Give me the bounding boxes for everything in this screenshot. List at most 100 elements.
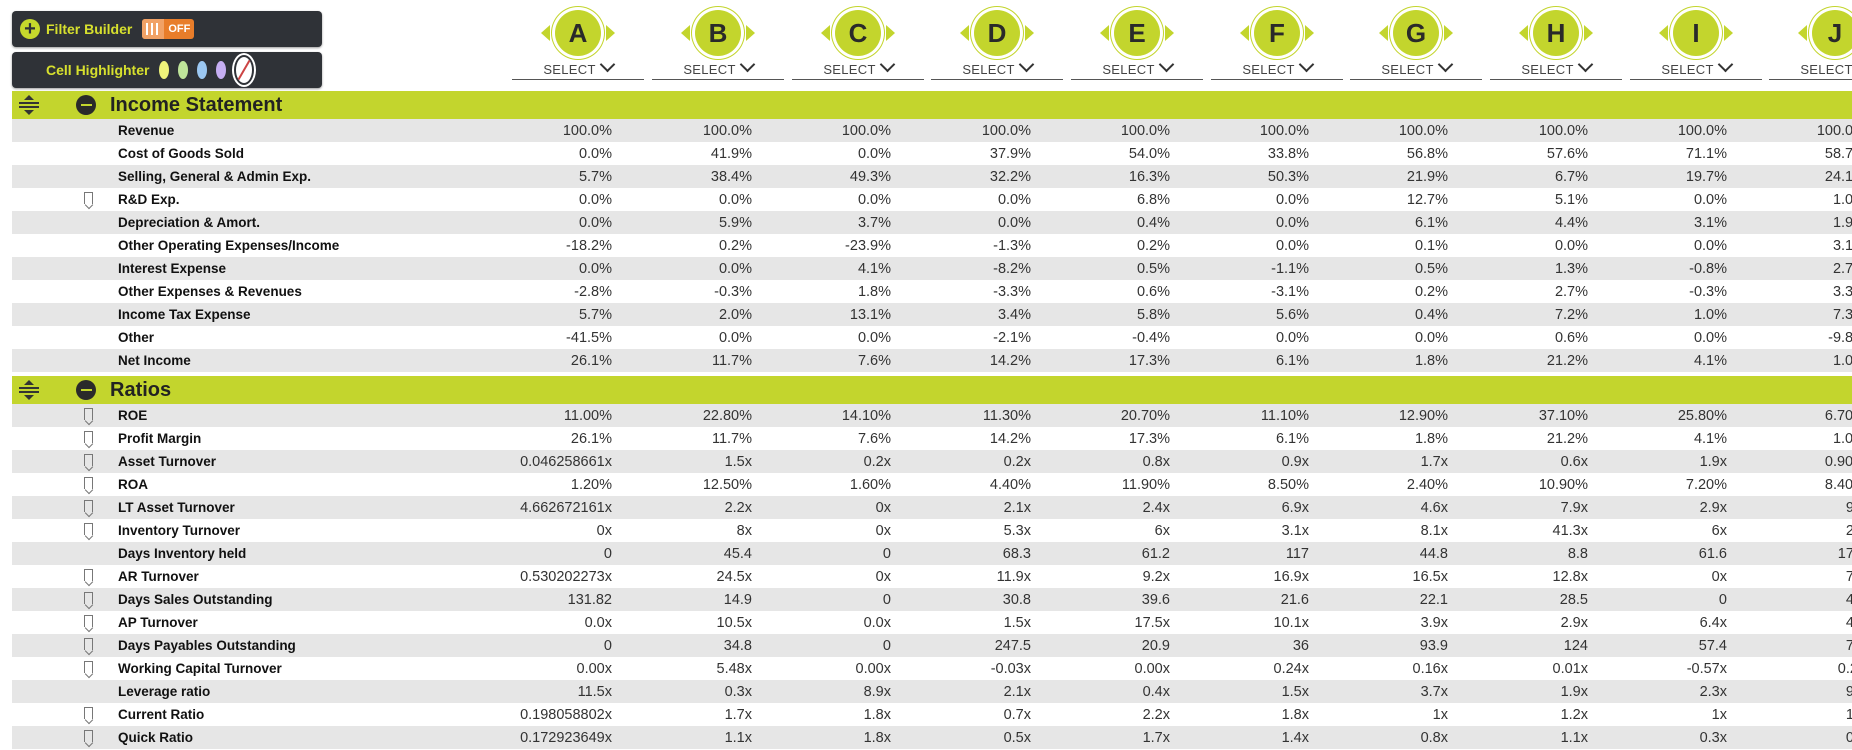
move-left-icon[interactable] <box>960 25 969 41</box>
table-cell[interactable]: 0 <box>882 545 891 562</box>
filter-builder-label[interactable]: Filter Builder <box>46 21 133 37</box>
column-badge[interactable]: H <box>1519 10 1593 56</box>
table-cell[interactable]: 2.7% <box>1832 260 1852 277</box>
table-cell[interactable]: 0.4x <box>1142 683 1170 700</box>
bookmark-icon[interactable] <box>84 523 93 535</box>
table-cell[interactable]: 24.1% <box>1824 168 1852 185</box>
table-cell[interactable]: 2.0% <box>718 306 752 323</box>
table-cell[interactable]: 4.1% <box>1693 352 1727 369</box>
table-cell[interactable]: 0.0% <box>578 260 612 277</box>
table-cell[interactable]: 0.0% <box>1275 329 1309 346</box>
table-cell[interactable]: -0.57x <box>1686 660 1727 677</box>
table-cell[interactable]: 1.8% <box>857 283 891 300</box>
table-cell[interactable]: 0.0% <box>997 191 1031 208</box>
table-cell[interactable]: 0.0% <box>578 214 612 231</box>
bookmark-icon[interactable] <box>84 615 93 627</box>
table-cell[interactable]: 11.00% <box>563 407 612 424</box>
move-left-icon[interactable] <box>1659 25 1668 41</box>
table-cell[interactable]: 0.0% <box>1275 191 1309 208</box>
column-badge[interactable]: D <box>960 10 1034 56</box>
table-cell[interactable]: 100.0% <box>702 122 752 139</box>
table-cell[interactable]: 0 <box>882 637 891 654</box>
bookmark-icon[interactable] <box>84 730 93 742</box>
table-cell[interactable]: 131.82 <box>567 591 612 608</box>
table-cell[interactable]: 1.60% <box>849 476 891 493</box>
table-cell[interactable]: -41.5% <box>566 329 612 346</box>
table-cell[interactable]: 0.0x <box>584 614 612 631</box>
table-cell[interactable]: 0.0x <box>863 614 891 631</box>
table-cell[interactable]: 0.9x <box>1281 453 1309 470</box>
table-cell[interactable]: -23.9% <box>845 237 891 254</box>
table-cell[interactable]: 0.0% <box>857 145 891 162</box>
move-right-icon[interactable] <box>1305 25 1314 41</box>
table-cell[interactable]: 0.4% <box>1136 214 1170 231</box>
bookmark-icon[interactable] <box>84 431 93 443</box>
table-cell[interactable]: 3.3% <box>1832 283 1852 300</box>
table-cell[interactable]: 30.8 <box>1002 591 1031 608</box>
table-cell[interactable]: 11.30% <box>982 407 1031 424</box>
table-cell[interactable]: 17.3% <box>1128 430 1170 447</box>
table-cell[interactable]: 6.70% <box>1824 407 1852 424</box>
table-cell[interactable]: 0.0% <box>578 191 612 208</box>
table-cell[interactable]: 14.10% <box>841 407 891 424</box>
table-cell[interactable]: 0.0% <box>1414 329 1448 346</box>
table-cell[interactable]: -9.8% <box>1828 329 1852 346</box>
table-cell[interactable]: 48. <box>1845 591 1852 608</box>
bookmark-icon[interactable] <box>84 192 93 204</box>
table-cell[interactable]: 0 <box>603 545 612 562</box>
table-cell[interactable]: 12.50% <box>702 476 752 493</box>
table-cell[interactable]: 19.7% <box>1685 168 1727 185</box>
table-cell[interactable]: 0 <box>603 637 612 654</box>
table-cell[interactable]: 5.7% <box>578 168 612 185</box>
table-cell[interactable]: 172. <box>1837 545 1852 562</box>
table-cell[interactable]: 100.0% <box>562 122 612 139</box>
table-cell[interactable]: 0.7 <box>1845 729 1852 746</box>
table-cell[interactable]: 0.0% <box>1275 214 1309 231</box>
table-cell[interactable]: -0.4% <box>1132 329 1170 346</box>
column-badge[interactable]: A <box>541 10 615 56</box>
table-cell[interactable]: 75. <box>1845 637 1852 654</box>
table-cell[interactable]: 32.2% <box>989 168 1031 185</box>
table-cell[interactable]: 0.1% <box>1414 237 1448 254</box>
table-cell[interactable]: 1.3% <box>1554 260 1588 277</box>
table-cell[interactable]: 5.6% <box>1275 306 1309 323</box>
table-cell[interactable]: 2.3x <box>1699 683 1727 700</box>
table-cell[interactable]: 1.0% <box>1832 430 1852 447</box>
table-cell[interactable]: 5.8% <box>1136 306 1170 323</box>
move-left-icon[interactable] <box>1100 25 1109 41</box>
table-cell[interactable]: 0.90% <box>1824 453 1852 470</box>
table-cell[interactable]: 22.1 <box>1419 591 1448 608</box>
column-select-dropdown[interactable]: SELECT <box>1350 56 1482 80</box>
table-cell[interactable]: 3.1% <box>1693 214 1727 231</box>
table-cell[interactable]: 26.1% <box>570 352 612 369</box>
column-select-dropdown[interactable]: SELECT <box>512 56 644 80</box>
table-cell[interactable]: 1x <box>1711 706 1727 723</box>
table-cell[interactable]: 12.8x <box>1552 568 1588 585</box>
table-cell[interactable]: 13.1% <box>849 306 891 323</box>
table-cell[interactable]: 21.9% <box>1406 168 1448 185</box>
table-cell[interactable]: 9.0 <box>1845 683 1852 700</box>
move-left-icon[interactable] <box>1240 25 1249 41</box>
table-cell[interactable]: 3.9x <box>1420 614 1448 631</box>
add-filter-icon[interactable]: + <box>20 19 40 39</box>
table-cell[interactable]: 1.2x <box>1560 706 1588 723</box>
table-cell[interactable]: 20.9 <box>1141 637 1170 654</box>
table-cell[interactable]: 2.7% <box>1554 283 1588 300</box>
table-cell[interactable]: 93.9 <box>1419 637 1448 654</box>
table-cell[interactable]: 25.80% <box>1677 407 1727 424</box>
table-cell[interactable]: 0.4% <box>1414 306 1448 323</box>
table-cell[interactable]: 8x <box>736 522 752 539</box>
table-cell[interactable]: 1.7x <box>724 706 752 723</box>
table-cell[interactable]: 0x <box>875 568 891 585</box>
table-cell[interactable]: 7.20% <box>1685 476 1727 493</box>
move-right-icon[interactable] <box>1584 25 1593 41</box>
table-cell[interactable]: 6.7% <box>1554 168 1588 185</box>
table-cell[interactable]: 10.5x <box>716 614 752 631</box>
table-cell[interactable]: 11.90% <box>1121 476 1170 493</box>
table-cell[interactable]: 0.00x <box>576 660 612 677</box>
table-cell[interactable]: 0.0% <box>718 329 752 346</box>
table-cell[interactable]: 0.6x <box>1560 453 1588 470</box>
table-cell[interactable]: 20.70% <box>1120 407 1170 424</box>
bookmark-icon[interactable] <box>84 592 93 604</box>
table-cell[interactable]: 1.5x <box>724 453 752 470</box>
